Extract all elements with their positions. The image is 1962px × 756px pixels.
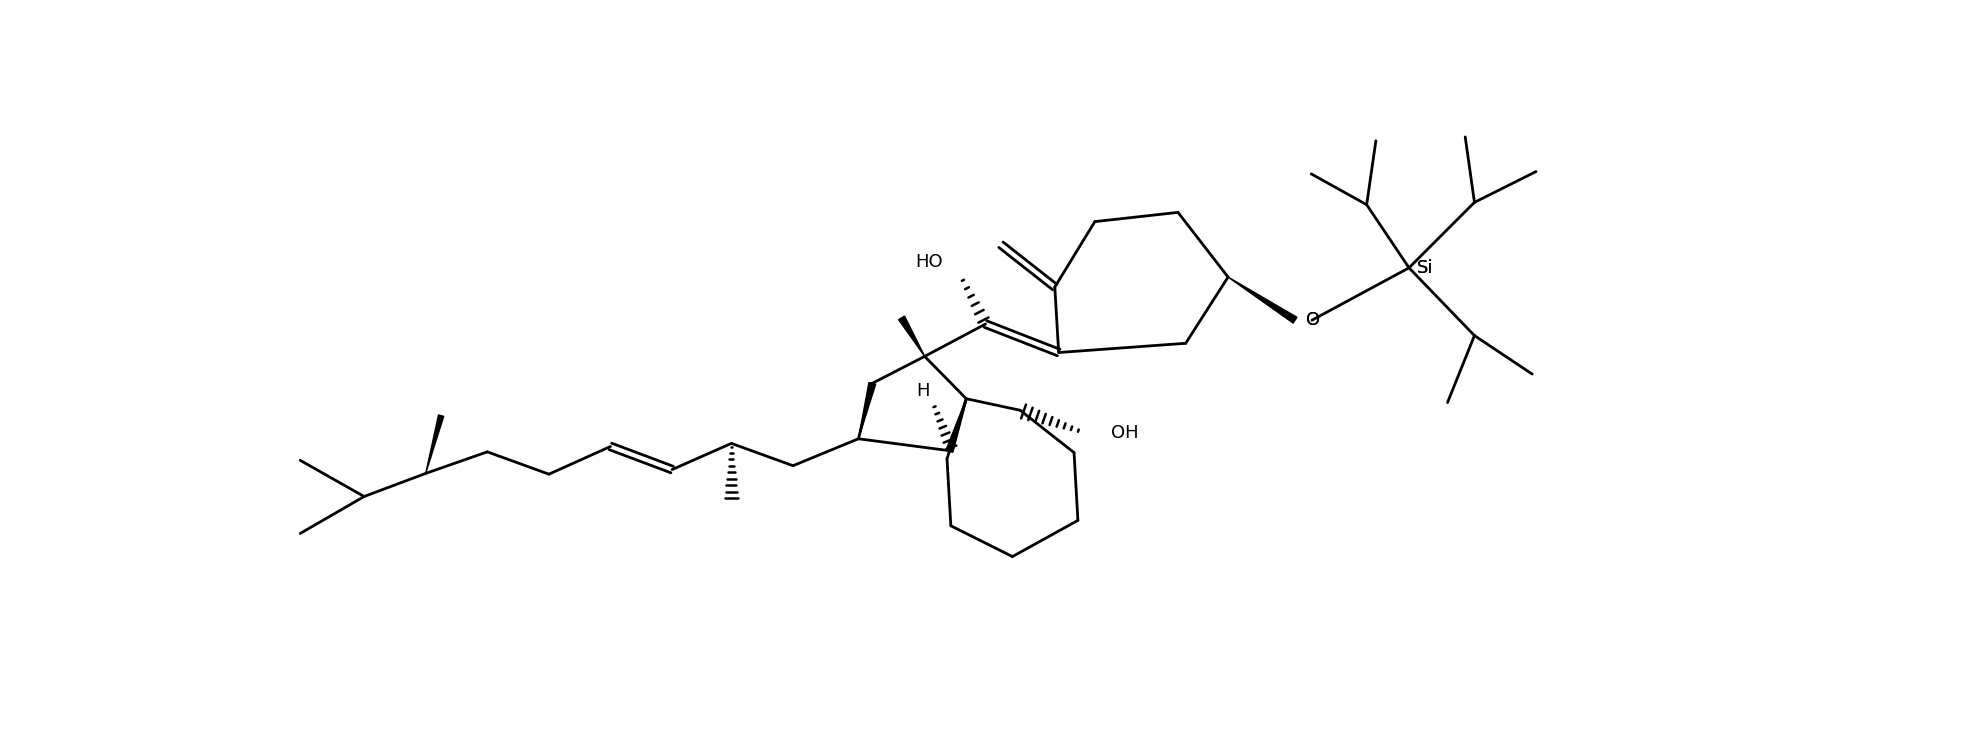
Polygon shape — [1228, 277, 1297, 323]
Text: HO: HO — [916, 253, 944, 271]
Text: O: O — [1307, 311, 1320, 329]
Text: O: O — [1307, 311, 1320, 329]
Polygon shape — [859, 383, 875, 438]
Polygon shape — [946, 398, 965, 452]
Polygon shape — [899, 316, 924, 356]
Text: H: H — [916, 382, 930, 400]
Text: Si: Si — [1417, 259, 1432, 277]
Text: OH: OH — [1110, 424, 1138, 442]
Text: Si: Si — [1417, 259, 1432, 277]
Polygon shape — [426, 415, 443, 473]
